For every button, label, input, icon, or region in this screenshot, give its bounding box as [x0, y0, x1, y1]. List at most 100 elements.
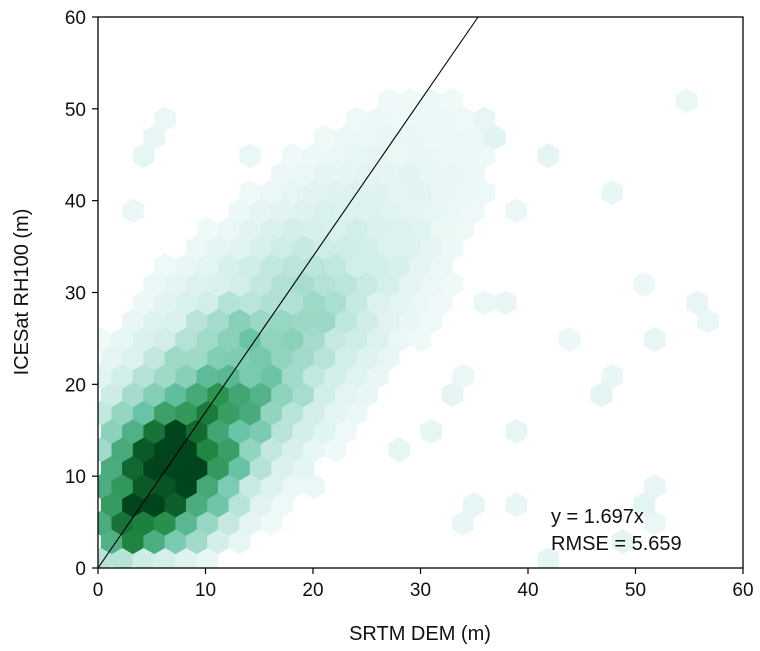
hexbin-cell — [228, 345, 251, 371]
hexbin-cell — [111, 474, 134, 499]
hexbin-cell — [441, 382, 464, 408]
hexbin-cell — [313, 124, 336, 150]
hexbin-cell — [196, 363, 219, 389]
hexbin-cell — [98, 510, 112, 536]
hexbin-cell — [388, 180, 410, 205]
hexbin-cell — [218, 510, 240, 536]
hexbin-cell — [377, 345, 400, 371]
hexbin-cell — [186, 529, 208, 555]
hexbin-cell — [399, 88, 421, 114]
hexbin-cell — [228, 308, 251, 334]
hexbin-cell — [420, 418, 442, 444]
hexbin-cell — [271, 455, 293, 481]
hexbin-cell — [100, 492, 123, 518]
hexbin-cell — [207, 455, 229, 481]
hexbin-cell — [356, 308, 379, 334]
hexbin-cell — [367, 106, 389, 132]
hexbin-cell — [431, 216, 453, 242]
hexbin-cell — [207, 529, 229, 555]
hexbin-cell — [452, 143, 474, 169]
x-tick-label: 10 — [195, 580, 216, 601]
hexbin-cell — [196, 253, 219, 279]
hexbin-cell — [377, 88, 400, 114]
hexbin-cell — [399, 198, 421, 224]
hexbin-cell — [431, 253, 453, 279]
hexbin-cell — [186, 418, 208, 444]
hexbin-cell — [313, 418, 336, 444]
hexbin-cell — [409, 327, 432, 352]
hexbin-cell — [697, 308, 719, 334]
hexbin-cell — [218, 327, 240, 352]
hexbin-cell — [324, 290, 347, 316]
hexbin-cell — [367, 290, 389, 316]
hexbin-cell — [249, 198, 272, 224]
hexbin-cell — [431, 180, 453, 205]
hexbin-cell — [228, 235, 251, 261]
y-tick-label: 30 — [65, 284, 86, 305]
hexbin-cell — [409, 290, 432, 316]
hexbin-cell — [111, 400, 134, 426]
hexbin-cell — [100, 345, 123, 371]
hexbin-cell — [164, 529, 187, 555]
hexbin-cell — [409, 106, 432, 132]
y-tick-label: 10 — [65, 467, 86, 488]
hexbin-cell — [175, 363, 197, 389]
hexbin-cell — [164, 271, 187, 297]
hexbin-cell — [303, 290, 325, 316]
hexbin-cell — [441, 161, 464, 187]
hexbin-cell — [175, 510, 197, 536]
hexbin-cell — [345, 253, 368, 279]
hexbin-cell — [249, 455, 272, 481]
hexbin-cell — [420, 271, 442, 297]
hexbin-cell — [303, 327, 325, 352]
hexbin-cell — [175, 474, 197, 499]
x-tick-label: 30 — [410, 580, 431, 601]
hexbin-cell — [505, 198, 528, 224]
hexbin-cell — [377, 235, 400, 261]
hexbin-cell — [356, 382, 379, 408]
hexbin-cell — [175, 547, 197, 568]
hexbin-cell — [303, 216, 325, 242]
hexbin-cell — [399, 235, 421, 261]
hexbin-cell — [260, 510, 283, 536]
hexbin-cell — [98, 400, 112, 426]
hexbin-cell — [377, 124, 400, 150]
hexbin-cell — [260, 363, 283, 389]
hexbin-cell — [100, 529, 123, 555]
hexbin-cell — [335, 418, 357, 444]
hexbin-cell — [462, 198, 485, 224]
hexbin-cell — [452, 106, 474, 132]
y-axis-label: ICESat RH100 (m) — [11, 209, 33, 376]
hexbin-cell — [228, 382, 251, 408]
hexbin-cell — [98, 327, 112, 352]
hexbin-cell — [292, 418, 315, 444]
hexbin-cell — [249, 308, 272, 334]
hexbin-cell — [239, 510, 261, 536]
hexbin-cell — [367, 143, 389, 169]
hexbin-cell — [420, 124, 442, 150]
hexbin-cell — [686, 290, 709, 316]
hexbin-cell — [367, 327, 389, 352]
hexbin-cell — [271, 492, 293, 518]
hexbin-cell — [441, 271, 464, 297]
hexbin-cell — [271, 235, 293, 261]
x-tick-label: 60 — [732, 580, 753, 601]
hexbin-cell — [462, 124, 485, 150]
hexbin-cell — [356, 124, 379, 150]
hexbin-cell — [367, 180, 389, 205]
hexbin-cell — [303, 437, 325, 463]
rmse-annotation: RMSE = 5.659 — [551, 533, 682, 555]
hexbin-cell — [132, 143, 155, 169]
hexbin-cell — [409, 216, 432, 242]
hexbin-cell — [420, 88, 442, 114]
hexbin-cell — [292, 345, 315, 371]
hexbin-cell — [196, 437, 219, 463]
hexbin-cell — [324, 143, 347, 169]
hexbin-cell — [452, 363, 474, 389]
hexbin-cell — [388, 106, 410, 132]
hexbin-cell — [260, 180, 283, 205]
hexbin-cell — [196, 290, 219, 316]
hexbin-cell — [196, 474, 219, 499]
hexbin-cell — [537, 547, 560, 568]
